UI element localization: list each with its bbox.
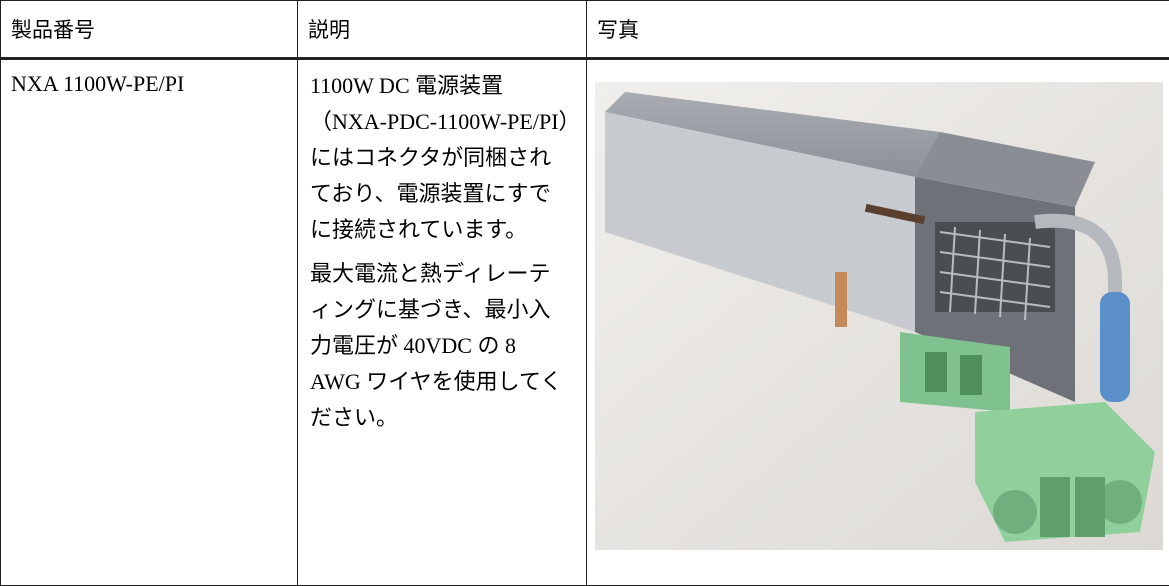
header-cell: 写真: [587, 1, 1169, 59]
page: 製品番号 説明 写真 NXA 1100W-PE/PI 1100W DC 電源装置…: [0, 0, 1169, 556]
description-paragraph: 1100W DC 電源装置（NXA-PDC-1100W-PE/PI）にはコネクタ…: [310, 68, 570, 248]
product-number: NXA 1100W-PE/PI: [1, 59, 298, 586]
header-cell: 説明: [298, 1, 587, 59]
description-paragraph: 最大電流と熱ディレーティングに基づき、最小入力電圧が 40VDC の 8 AWG…: [310, 256, 570, 436]
photo-cell: [587, 59, 1169, 586]
data-row: NXA 1100W-PE/PI 1100W DC 電源装置（NXA-PDC-11…: [1, 59, 1169, 586]
header-row: 製品番号 説明 写真: [1, 1, 1169, 59]
product-photo: [595, 82, 1163, 550]
description: 1100W DC 電源装置（NXA-PDC-1100W-PE/PI）にはコネクタ…: [298, 59, 587, 586]
header-cell: 製品番号: [1, 1, 298, 59]
